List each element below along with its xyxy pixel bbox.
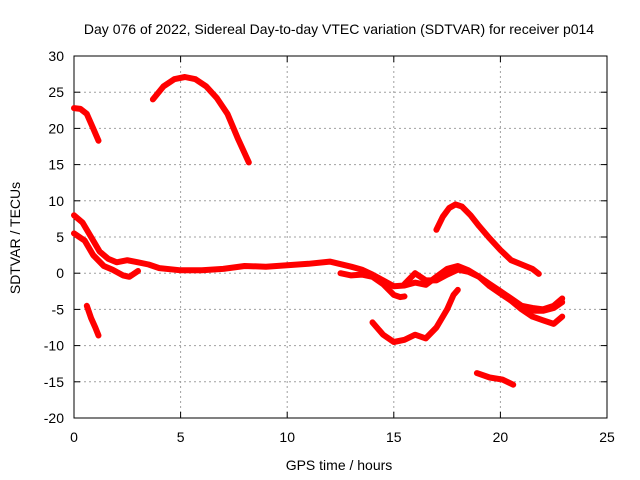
x-axis-label: GPS time / hours bbox=[286, 457, 393, 473]
x-tick-label: 20 bbox=[493, 429, 509, 445]
series-arc-7 bbox=[369, 286, 461, 345]
x-tick-label: 10 bbox=[279, 429, 295, 445]
series-arc-6 bbox=[337, 270, 408, 301]
y-tick-label: -15 bbox=[44, 374, 64, 390]
y-tick-label: -5 bbox=[52, 301, 65, 317]
series-arc-8 bbox=[401, 266, 566, 327]
y-tick-label: 20 bbox=[48, 120, 64, 136]
series-arc-5 bbox=[71, 230, 141, 280]
y-tick-label: 0 bbox=[56, 265, 64, 281]
y-tick-label: 15 bbox=[48, 157, 64, 173]
chart-title: Day 076 of 2022, Sidereal Day-to-day VTE… bbox=[84, 21, 594, 37]
grid-lines bbox=[74, 56, 607, 418]
series-arc-10 bbox=[473, 370, 517, 388]
series-arc-4 bbox=[71, 212, 566, 313]
series-arc-2 bbox=[149, 74, 252, 166]
axis-ticks: 0 5 10 15 20 25 -20 -15 -10 -5 0 5 10 15 20 25 30 bbox=[44, 48, 615, 445]
series-arc-1 bbox=[71, 105, 102, 144]
x-tick-label: 15 bbox=[386, 429, 402, 445]
y-axis-label: SDTVAR / TECUs bbox=[7, 182, 23, 294]
y-tick-label: -10 bbox=[44, 338, 64, 354]
series-arc-9 bbox=[433, 201, 542, 277]
x-tick-label: 5 bbox=[177, 429, 185, 445]
x-tick-label: 0 bbox=[70, 429, 78, 445]
x-tick-label: 25 bbox=[599, 429, 615, 445]
y-tick-label: 25 bbox=[48, 84, 64, 100]
y-tick-label: 30 bbox=[48, 48, 64, 64]
data-series bbox=[71, 74, 566, 388]
series-arc-11 bbox=[518, 299, 566, 314]
y-tick-label: 10 bbox=[48, 193, 64, 209]
y-tick-label: 5 bbox=[56, 229, 64, 245]
y-tick-label: -20 bbox=[44, 410, 64, 426]
series-arc-3 bbox=[83, 302, 102, 339]
